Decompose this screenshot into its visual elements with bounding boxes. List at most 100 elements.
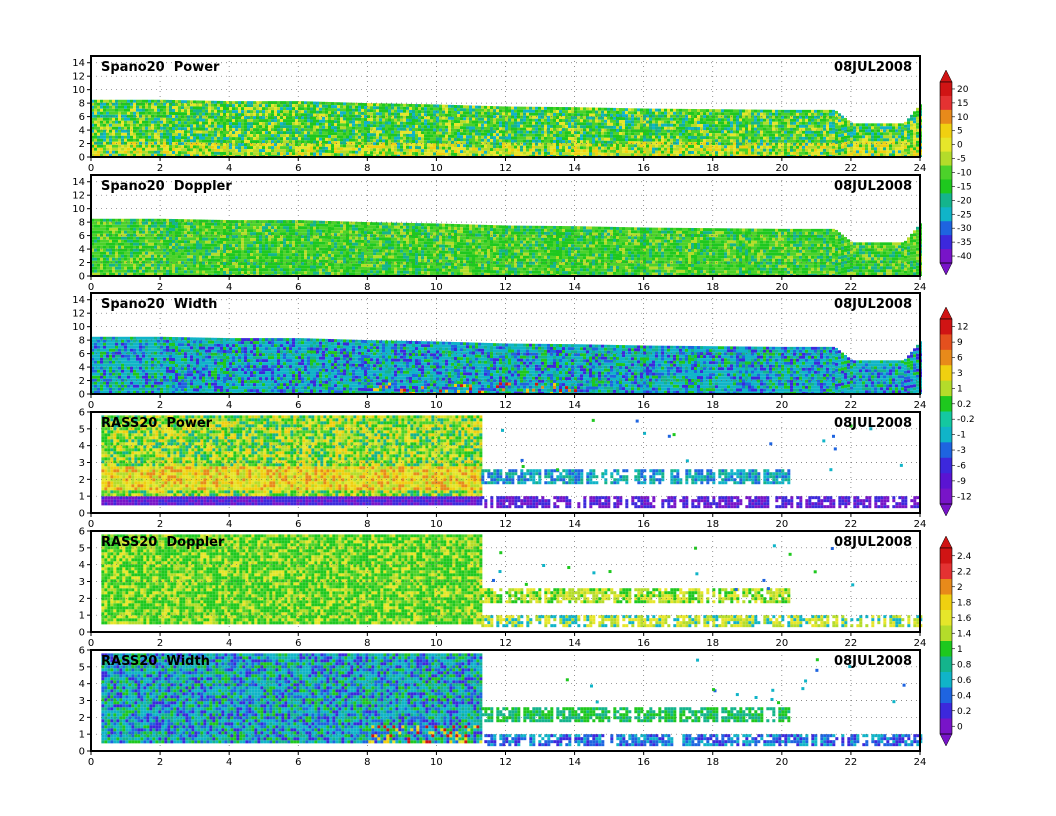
x-tick-label: 24: [914, 163, 927, 174]
x-tick-label: 2: [157, 638, 163, 649]
colorbar-segment: [940, 703, 952, 719]
colorbar-segment: [940, 124, 952, 138]
x-tick-label: 0: [88, 638, 94, 649]
x-tick-label: 16: [637, 282, 650, 293]
x-tick-label: 22: [845, 282, 858, 293]
colorbar-label: 0.2: [957, 400, 971, 410]
colorbar-segment: [940, 548, 952, 564]
x-tick-label: 10: [430, 519, 443, 530]
x-tick-label: 12: [499, 163, 512, 174]
colorbar-label: -1: [957, 431, 966, 441]
rass20-width-date: 08JUL2008: [834, 654, 912, 669]
x-tick-label: 18: [706, 163, 719, 174]
colorbar-segment: [940, 564, 952, 580]
x-tick-label: 2: [157, 757, 163, 768]
x-tick-label: 16: [637, 163, 650, 174]
colorbar-label: -20: [957, 196, 972, 206]
colorbar-label: 0.6: [957, 676, 972, 686]
colorbar-segment: [940, 719, 952, 735]
x-tick-label: 4: [226, 163, 232, 174]
colorbar-segment: [940, 138, 952, 152]
colorbar-segment: [940, 235, 952, 249]
x-tick-label: 0: [88, 163, 94, 174]
y-tick-label: 3: [79, 577, 85, 588]
spano20-power-title: Spano20 Power: [101, 60, 220, 75]
x-tick-label: 12: [499, 400, 512, 411]
y-tick-label: 0: [79, 390, 85, 401]
colorbar-label: -25: [957, 210, 972, 220]
colorbar-segment: [940, 579, 952, 595]
x-tick-label: 14: [568, 282, 581, 293]
x-tick-label: 2: [157, 400, 163, 411]
spano20-width-title: Spano20 Width: [101, 297, 217, 312]
colorbar-segment: [940, 396, 952, 412]
x-tick-label: 10: [430, 638, 443, 649]
colorbar-label: -35: [957, 238, 972, 248]
x-tick-label: 16: [637, 400, 650, 411]
y-tick-label: 8: [79, 336, 85, 347]
x-tick-label: 4: [226, 757, 232, 768]
x-tick-label: 4: [226, 282, 232, 293]
colorbar-label: -5: [957, 155, 966, 165]
colorbar-segment: [940, 96, 952, 110]
colorbar-segment: [940, 610, 952, 626]
colorbar-label: 20: [957, 85, 969, 95]
y-tick-label: 0: [79, 272, 85, 283]
x-tick-label: 18: [706, 519, 719, 530]
colorbar-label: 0.4: [957, 691, 972, 701]
y-tick-label: 2: [79, 713, 85, 724]
colorbar-segment: [940, 319, 952, 335]
colorbar-segment: [940, 427, 952, 443]
y-tick-label: 14: [72, 177, 85, 188]
colorbar-label: 0.2: [957, 707, 971, 717]
y-tick-label: 5: [79, 662, 85, 673]
colorbar-segment: [940, 672, 952, 688]
y-tick-label: 4: [79, 560, 85, 571]
x-tick-label: 20: [775, 638, 788, 649]
x-tick-label: 12: [499, 519, 512, 530]
y-tick-label: 12: [72, 309, 85, 320]
colorbar-label: 0.8: [957, 660, 972, 670]
colorbar-label: -9: [957, 477, 966, 487]
colorbar-label: -0.2: [957, 415, 975, 425]
y-tick-label: 6: [79, 646, 85, 657]
x-tick-label: 18: [706, 282, 719, 293]
y-tick-label: 6: [79, 527, 85, 538]
x-tick-label: 8: [364, 163, 370, 174]
x-tick-label: 18: [706, 400, 719, 411]
rass20-power-title: RASS20 Power: [101, 416, 213, 431]
x-tick-label: 8: [364, 638, 370, 649]
y-tick-label: 14: [72, 58, 85, 69]
x-tick-label: 10: [430, 163, 443, 174]
spano20-power-date: 08JUL2008: [834, 60, 912, 75]
x-tick-label: 2: [157, 519, 163, 530]
colorbar-segment: [940, 249, 952, 263]
y-tick-label: 0: [79, 747, 85, 758]
y-tick-label: 4: [79, 245, 85, 256]
y-tick-label: 0: [79, 153, 85, 164]
colorbar-label: 1.4: [957, 629, 972, 639]
x-tick-label: 20: [775, 282, 788, 293]
colorbar-segment: [940, 381, 952, 397]
colorbar-segment: [940, 641, 952, 657]
x-tick-label: 6: [295, 638, 301, 649]
colorbar-label: 1.6: [957, 614, 972, 624]
colorbar-label: 3: [957, 369, 963, 379]
y-tick-label: 6: [79, 231, 85, 242]
rass20-doppler-title: RASS20 Doppler: [101, 535, 225, 550]
x-tick-label: 16: [637, 519, 650, 530]
colorbar-label: -6: [957, 461, 966, 471]
x-tick-label: 8: [364, 519, 370, 530]
y-tick-label: 8: [79, 99, 85, 110]
colorbar-label: 5: [957, 127, 963, 137]
y-tick-label: 1: [79, 730, 85, 741]
colorbar-label: -3: [957, 446, 966, 456]
x-tick-label: 16: [637, 757, 650, 768]
x-tick-label: 16: [637, 638, 650, 649]
x-tick-label: 8: [364, 757, 370, 768]
y-tick-label: 6: [79, 112, 85, 123]
colorbar-segment: [940, 350, 952, 366]
y-tick-label: 2: [79, 258, 85, 269]
x-tick-label: 2: [157, 163, 163, 174]
